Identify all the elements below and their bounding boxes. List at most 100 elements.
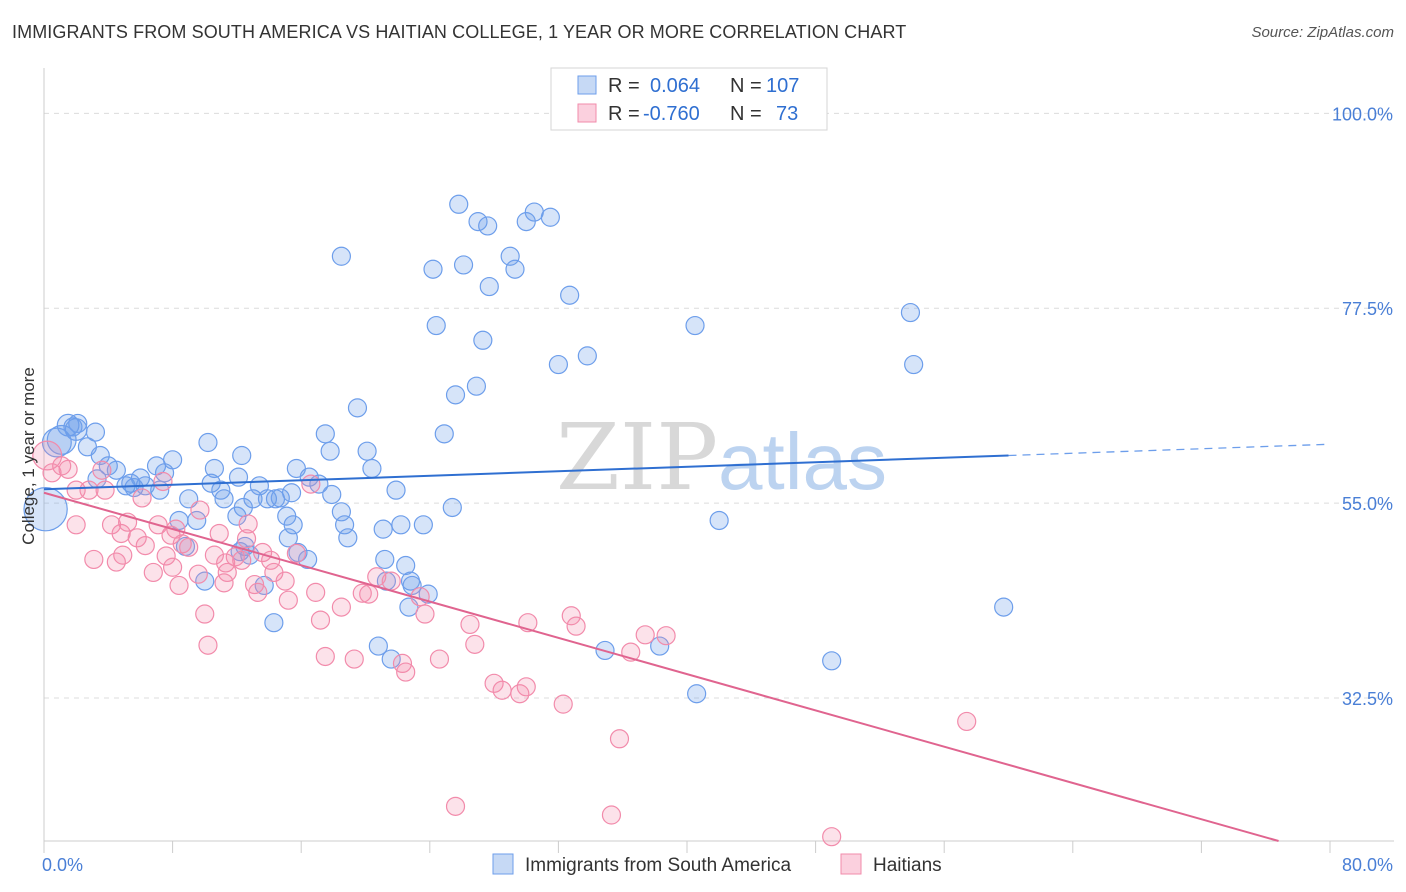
pink-point-34 — [216, 553, 236, 573]
x-tick-label-0: 0.0% — [42, 855, 83, 875]
pink-point-51 — [310, 610, 331, 630]
blue-point-93 — [524, 202, 544, 222]
pink-point-23 — [163, 557, 183, 577]
bottom-legend-label-pink: Haitians — [873, 855, 942, 876]
pink-point-46 — [275, 571, 295, 591]
blue-point-101 — [687, 684, 707, 704]
legend-r-value-blue: 0.064 — [650, 75, 700, 97]
blue-point-94 — [540, 207, 560, 227]
pink-point-74 — [566, 616, 586, 636]
blue-point-31 — [214, 489, 234, 509]
y-tick-label-0: 100.0% — [1332, 104, 1393, 124]
pink-point-48 — [286, 543, 306, 563]
blue-point-106 — [709, 510, 729, 531]
legend-swatch-pink — [577, 103, 597, 123]
pink-point-25 — [169, 575, 189, 596]
pink-point-68 — [492, 680, 512, 700]
trend-line-blue — [43, 454, 1009, 491]
pink-point-80 — [822, 827, 842, 847]
blue-point-103 — [900, 302, 921, 323]
blue-point-6 — [68, 413, 88, 434]
series-haitians — [32, 440, 977, 847]
pink-point-81 — [609, 729, 630, 749]
blue-point-68 — [368, 636, 388, 656]
pink-point-30 — [195, 604, 215, 624]
pink-point-1 — [42, 463, 62, 483]
blue-point-105 — [994, 597, 1014, 617]
blue-point-65 — [373, 519, 393, 539]
pink-point-15 — [127, 528, 147, 548]
pink-point-35 — [214, 573, 234, 593]
pink-point-47 — [278, 590, 298, 610]
blue-point-60 — [338, 528, 358, 548]
bottom-legend-swatch-pink — [840, 853, 862, 875]
blue-point-7 — [85, 422, 106, 442]
pink-point-42 — [248, 582, 268, 602]
pink-point-72 — [553, 694, 573, 714]
blue-point-79 — [434, 424, 454, 444]
blue-point-0 — [23, 487, 68, 532]
y-tick-label-3: 32.5% — [1342, 689, 1393, 709]
blue-point-29 — [204, 458, 224, 479]
pink-point-66 — [465, 634, 485, 654]
stats-legend: R = 0.064 N = 107 R = -0.760 N = 73 — [550, 67, 828, 131]
blue-point-76 — [413, 515, 433, 535]
blue-point-102 — [822, 651, 842, 671]
pink-point-32 — [204, 545, 224, 565]
pink-point-6 — [79, 480, 99, 500]
y-tick-label-1: 77.5% — [1342, 299, 1393, 319]
x-tick-label-1: 80.0% — [1342, 855, 1393, 875]
pink-point-5 — [66, 515, 86, 535]
pink-point-65 — [460, 614, 480, 635]
pink-point-36 — [217, 562, 237, 583]
blue-point-95 — [560, 285, 580, 305]
pink-point-13 — [113, 545, 133, 565]
blue-point-53 — [298, 549, 318, 570]
blue-point-39 — [232, 445, 252, 466]
pink-point-27 — [179, 537, 199, 557]
blue-point-64 — [362, 458, 382, 479]
pink-point-18 — [143, 562, 163, 583]
pink-point-55 — [352, 583, 372, 603]
blue-point-84 — [453, 255, 474, 275]
watermark: ZIP atlas — [556, 404, 887, 511]
blue-point-97 — [577, 346, 597, 366]
stats-legend-box — [550, 67, 828, 131]
pink-point-12 — [111, 523, 131, 544]
blue-point-83 — [449, 194, 469, 214]
blue-point-66 — [375, 549, 395, 570]
blue-point-51 — [288, 542, 308, 563]
pink-point-50 — [306, 582, 326, 602]
pink-point-38 — [232, 550, 252, 570]
blue-point-25 — [187, 510, 207, 531]
pink-point-52 — [315, 646, 335, 667]
pink-point-49 — [301, 474, 321, 494]
legend-swatch-blue — [577, 75, 597, 95]
pink-point-58 — [381, 571, 401, 591]
axes — [43, 68, 1394, 853]
blue-point-56 — [315, 424, 335, 444]
trend-line-pink — [43, 491, 1279, 842]
pink-point-77 — [635, 625, 655, 645]
pink-point-73 — [561, 606, 581, 626]
pink-point-39 — [236, 529, 257, 549]
pink-point-60 — [396, 662, 416, 682]
legend-n-value-pink: 73 — [776, 103, 798, 125]
blue-point-52 — [299, 467, 319, 487]
bottom-legend-label-blue: Immigrants from South America — [525, 855, 792, 876]
blue-point-87 — [479, 276, 499, 297]
blue-point-78 — [423, 259, 443, 279]
legend-r-label-pink: R = — [608, 103, 640, 125]
blue-point-70 — [386, 480, 406, 500]
blue-point-50 — [278, 528, 298, 548]
blue-point-96 — [548, 354, 569, 375]
blue-point-45 — [264, 613, 284, 633]
series-legend: Immigrants from South America Haitians — [492, 853, 942, 876]
blue-point-71 — [391, 515, 411, 535]
legend-n-label-blue: N = — [730, 75, 762, 97]
blue-point-69 — [381, 649, 401, 669]
pink-point-29 — [190, 500, 210, 520]
blue-point-85 — [468, 212, 488, 232]
pink-point-20 — [153, 471, 173, 492]
